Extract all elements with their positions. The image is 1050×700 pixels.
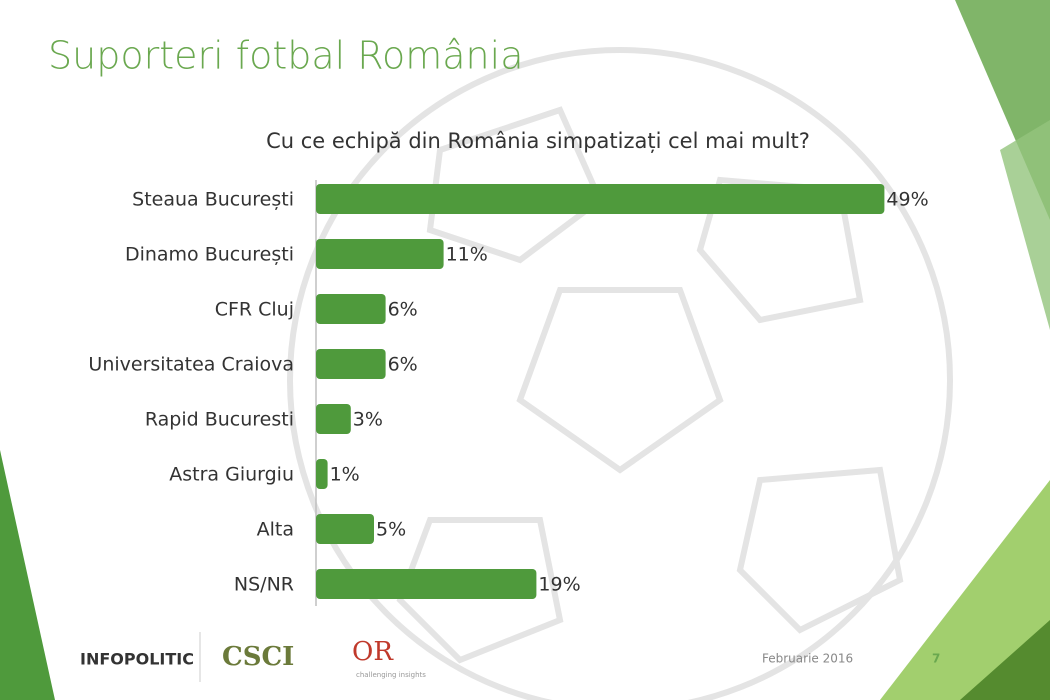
bar [316,184,885,214]
corner-decoration [880,480,1050,700]
category-label: Steaua București [132,189,294,211]
category-label: Dinamo București [125,244,294,266]
value-label: 1% [330,464,360,486]
bar [316,239,444,269]
slide-title: Suporteri fotbal România [48,34,523,78]
logo-text: OR [352,637,394,667]
corner-decoration [0,450,55,700]
bar [316,404,351,434]
corner-decoration [1000,120,1050,330]
logo-text: CSCI [222,642,294,672]
bar [316,514,374,544]
chart-subtitle: Cu ce echipă din România simpatizați cel… [266,129,810,153]
value-label: 6% [388,354,418,376]
category-label: NS/NR [234,574,294,596]
category-label: Astra Giurgiu [169,464,294,486]
corner-decoration [960,620,1050,700]
category-label: CFR Cluj [215,299,294,321]
value-label: 6% [388,299,418,321]
value-label: 11% [446,244,488,266]
bar [316,349,386,379]
value-label: 5% [376,519,406,541]
logo-text: challenging insights [356,671,426,679]
bar [316,569,537,599]
category-label: Alta [257,519,294,541]
value-label: 3% [353,409,383,431]
footer-date: Februarie 2016 [762,652,853,666]
category-label: Universitatea Craiova [88,354,294,376]
plot: Steaua București 49% Dinamo București 11% CF… [88,184,929,599]
value-label: 49% [886,189,928,211]
bar [316,294,386,324]
page-number: 7 [932,652,940,666]
logo-text: INFOPOLITIC [80,650,194,669]
category-label: Rapid Bucuresti [145,409,294,431]
value-label: 19% [538,574,580,596]
bar [316,459,328,489]
